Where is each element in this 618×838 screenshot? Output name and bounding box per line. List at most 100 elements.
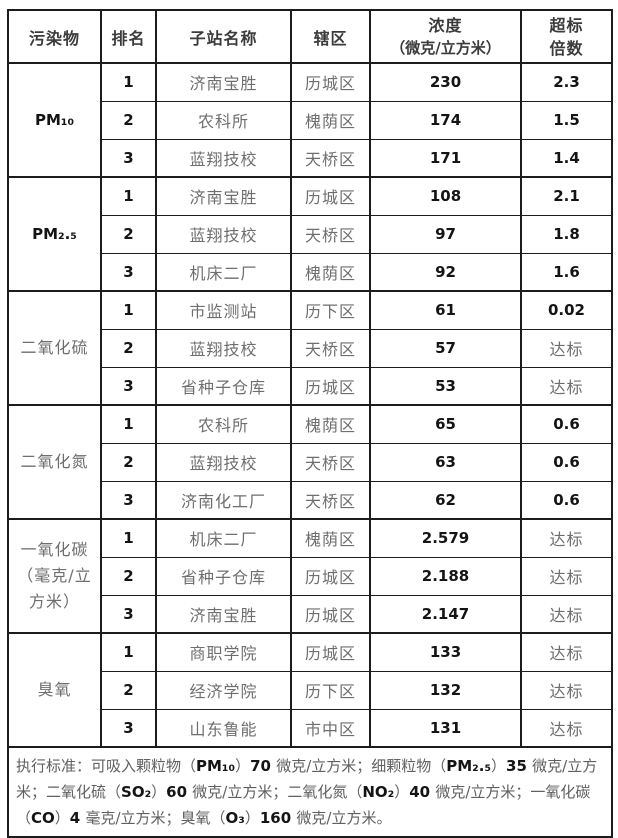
station-cell: 农科所: [155, 404, 292, 444]
concentration-cell: 61: [369, 290, 522, 330]
station-cell: 省种子仓库: [155, 366, 292, 406]
concentration-cell: 174: [369, 100, 522, 140]
district-cell: 天桥区: [290, 480, 371, 520]
rank-cell: 3: [100, 594, 157, 634]
concentration-cell: 57: [369, 328, 522, 368]
header-rank-label: 排名: [111, 28, 146, 48]
station-cell: 机床二厂: [155, 252, 292, 292]
header-concentration-label: 浓度: [428, 15, 463, 35]
footer-text: PM₂.₅: [446, 757, 492, 775]
rank-cell: 3: [100, 138, 157, 178]
header-exceedance-label-line2: 倍数: [549, 38, 584, 58]
footer-text: ）: [54, 809, 70, 827]
table-row: 3 机床二厂 槐荫区 92 1.6: [8, 252, 613, 292]
rank-cell: 1: [100, 62, 157, 102]
exceedance-cell: 达标: [520, 670, 613, 710]
concentration-cell: 230: [369, 62, 522, 102]
exceedance-cell: 达标: [520, 708, 613, 748]
district-cell: 历下区: [290, 290, 371, 330]
exceedance-cell: 1.5: [520, 100, 613, 140]
exceedance-cell: 1.6: [520, 252, 613, 292]
district-cell: 历下区: [290, 670, 371, 710]
rank-cell: 2: [100, 556, 157, 596]
header-exceedance-label-line1: 超标: [549, 15, 584, 35]
district-cell: 槐荫区: [290, 100, 371, 140]
district-cell: 天桥区: [290, 214, 371, 254]
table-row: 一氧化碳（毫克/立方米） 1 机床二厂 槐荫区 2.579 达标: [7, 518, 613, 634]
footer-text: PM₁₀: [196, 757, 236, 775]
table-row: PM₂.₅ 1 济南宝胜 历城区 108 2.1: [7, 176, 613, 292]
pollutant-cell: 臭氧: [7, 632, 102, 748]
rank-cell: 2: [100, 670, 157, 710]
rank-cell: 3: [100, 366, 157, 406]
pollution-ranking-table: 污染物 排名 子站名称 辖区 浓度 （微克/立方米） 超标 倍数 PM₁₀ 1 …: [7, 9, 613, 838]
table-row: 2 蓝翔技校 天桥区 63 0.6: [8, 442, 613, 482]
exceedance-cell: 达标: [520, 594, 613, 634]
table-row: 二氧化硫 1 市监测站 历下区 61 0.02: [7, 290, 613, 406]
header-district-label: 辖区: [313, 28, 348, 48]
station-cell: 农科所: [155, 100, 292, 140]
table-row: 臭氧 1 商职学院 历城区 133 达标: [7, 632, 613, 748]
station-cell: 蓝翔技校: [155, 214, 292, 254]
rank-cell: 1: [100, 404, 157, 444]
exceedance-cell: 1.8: [520, 214, 613, 254]
footer-text: 4: [69, 809, 86, 827]
header-station-label: 子站名称: [189, 28, 258, 48]
footer-row: 执行标准：可吸入颗粒物（PM₁₀）70 微克/立方米；细颗粒物（PM₂.₅）35…: [7, 746, 613, 838]
station-cell: 市监测站: [155, 290, 292, 330]
header-row: 污染物 排名 子站名称 辖区 浓度 （微克/立方米） 超标 倍数: [7, 9, 613, 64]
rank-cell: 2: [100, 214, 157, 254]
exceedance-cell: 1.4: [520, 138, 613, 178]
district-cell: 历城区: [290, 632, 371, 672]
rank-cell: 1: [100, 290, 157, 330]
exceedance-cell: 达标: [520, 632, 613, 672]
district-cell: 历城区: [290, 556, 371, 596]
header-concentration: 浓度 （微克/立方米）: [369, 9, 522, 64]
header-station: 子站名称: [155, 9, 292, 64]
pollutant-cell: PM₁₀: [7, 62, 102, 178]
table-row: 2 农科所 槐荫区 174 1.5: [8, 100, 613, 140]
concentration-cell: 131: [369, 708, 522, 748]
table-row: 3 蓝翔技校 天桥区 171 1.4: [8, 138, 613, 178]
station-cell: 济南宝胜: [155, 62, 292, 102]
district-cell: 天桥区: [290, 138, 371, 178]
rank-cell: 2: [100, 442, 157, 482]
district-cell: 天桥区: [290, 328, 371, 368]
header-pollutant-label: 污染物: [28, 28, 80, 48]
footer-text: 60: [166, 783, 193, 801]
district-cell: 槐荫区: [290, 252, 371, 292]
table-row: 2 经济学院 历下区 132 达标: [8, 670, 613, 710]
concentration-cell: 132: [369, 670, 522, 710]
footer-text: 40: [409, 783, 436, 801]
district-cell: 市中区: [290, 708, 371, 748]
footer-text: 微克/立方米；二氧化硫（: [16, 757, 598, 801]
station-cell: 山东鲁能: [155, 708, 292, 748]
footer-text: NO₂: [362, 783, 395, 801]
footer-text: ）: [151, 783, 167, 801]
station-cell: 济南宝胜: [155, 176, 292, 216]
table-row: 3 济南化工厂 天桥区 62 0.6: [8, 480, 613, 520]
rank-cell: 3: [100, 708, 157, 748]
rank-cell: 1: [100, 176, 157, 216]
footer-text: ）: [235, 757, 251, 775]
footer-text: 70: [250, 757, 277, 775]
exceedance-cell: 0.6: [520, 404, 613, 444]
table-row: 2 蓝翔技校 天桥区 57 达标: [8, 328, 613, 368]
exceedance-cell: 达标: [520, 518, 613, 558]
footer-text: ）: [244, 809, 260, 827]
station-cell: 蓝翔技校: [155, 328, 292, 368]
footer-text: 毫克/立方米；臭氧（: [85, 809, 226, 827]
footer-text: 35: [506, 757, 533, 775]
station-cell: 济南化工厂: [155, 480, 292, 520]
header-pollutant: 污染物: [7, 9, 102, 64]
concentration-cell: 171: [369, 138, 522, 178]
exceedance-cell: 达标: [520, 556, 613, 596]
pollutant-cell: 二氧化硫: [7, 290, 102, 406]
exceedance-cell: 达标: [520, 328, 613, 368]
concentration-cell: 108: [369, 176, 522, 216]
district-cell: 历城区: [290, 594, 371, 634]
exceedance-cell: 达标: [520, 366, 613, 406]
district-cell: 历城区: [290, 62, 371, 102]
concentration-cell: 2.579: [369, 518, 522, 558]
concentration-cell: 2.188: [369, 556, 522, 596]
